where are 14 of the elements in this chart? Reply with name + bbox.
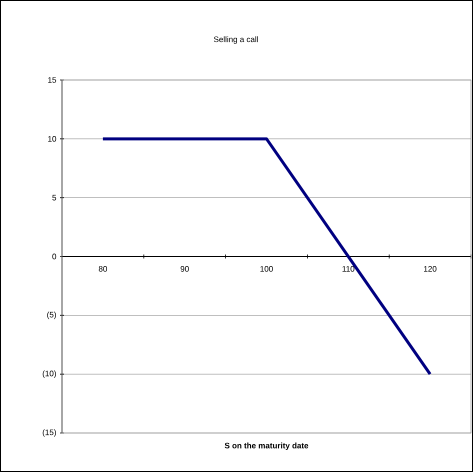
x-tick-label: 100 xyxy=(260,266,273,272)
y-tick-label: (5) xyxy=(47,312,56,320)
x-tick-label: 110 xyxy=(342,266,354,272)
chart-title: Selling a call xyxy=(214,36,258,44)
y-tick-label: 0 xyxy=(52,254,56,260)
y-tick-label: 15 xyxy=(48,77,56,83)
y-tick-label: (10) xyxy=(42,370,56,378)
y-tick-label: 5 xyxy=(52,194,56,200)
x-axis-title: S on the maturity date xyxy=(224,442,308,450)
x-tick-label: 90 xyxy=(180,266,189,272)
y-tick-label: 10 xyxy=(48,136,56,142)
x-tick-label: 120 xyxy=(424,266,436,272)
y-tick-label: (15) xyxy=(42,429,56,437)
x-tick-label: 80 xyxy=(98,266,108,272)
